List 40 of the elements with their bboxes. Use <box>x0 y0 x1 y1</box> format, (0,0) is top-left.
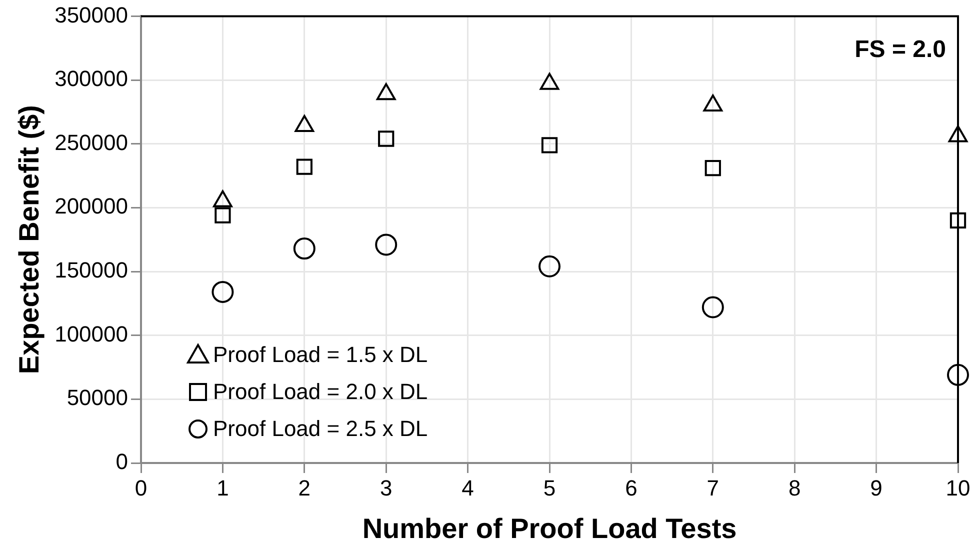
x-tick-label: 5 <box>543 475 556 500</box>
x-tick-label: 8 <box>788 475 801 500</box>
y-tick-label: 350000 <box>54 2 128 28</box>
legend-label: Proof Load = 2.5 x DL <box>213 416 428 442</box>
point <box>950 212 966 229</box>
legend-label: Proof Load = 1.5 x DL <box>213 342 428 368</box>
point <box>214 207 231 224</box>
point <box>702 296 724 318</box>
point <box>947 364 969 386</box>
point <box>293 238 316 260</box>
point <box>540 72 560 90</box>
y-tick-label: 0 <box>116 449 128 474</box>
x-tick-label: 7 <box>706 475 720 500</box>
y-tick-label: 200000 <box>54 194 128 219</box>
legend-label: Proof Load = 2.0 x DL <box>213 379 428 404</box>
y-tick-label: 300000 <box>54 66 128 92</box>
point <box>212 280 234 303</box>
x-tick-label: 0 <box>134 475 148 500</box>
point <box>703 94 723 112</box>
point <box>296 158 312 175</box>
x-axis-title: Number of Proof Load Tests <box>362 512 737 544</box>
annotation: FS = 2.0 <box>854 36 946 63</box>
point <box>376 83 396 100</box>
y-tick-label: 150000 <box>54 258 128 283</box>
y-tick-label: 250000 <box>54 130 128 155</box>
point <box>704 160 721 176</box>
point <box>294 114 314 132</box>
y-tick-label: 50000 <box>66 385 128 410</box>
y-tick-label: 100000 <box>54 321 128 346</box>
x-tick-label: 4 <box>462 475 474 500</box>
x-tick-label: 10 <box>946 475 970 500</box>
x-tick-label: 1 <box>216 475 229 500</box>
point <box>538 255 561 278</box>
point <box>375 234 398 256</box>
y-axis-title: Expected Benefit ($) <box>14 105 45 374</box>
x-tick-label: 9 <box>870 475 882 500</box>
x-tick-label: 6 <box>625 475 638 500</box>
point <box>948 125 968 142</box>
x-tick-label: 2 <box>298 475 311 500</box>
x-tick-label: 3 <box>380 475 392 500</box>
